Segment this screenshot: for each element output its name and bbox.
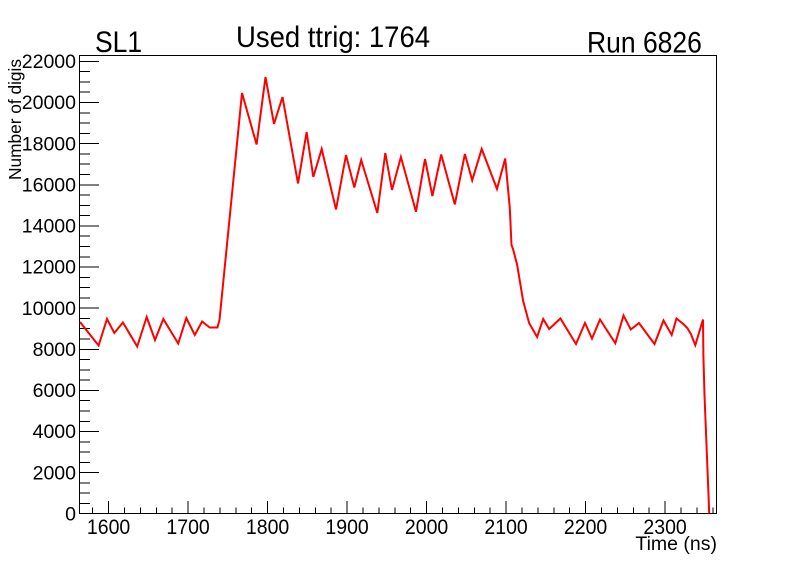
svg-text:Number of digis: Number of digis bbox=[5, 59, 25, 180]
svg-text:14000: 14000 bbox=[22, 216, 76, 238]
svg-text:2300: 2300 bbox=[643, 515, 686, 539]
svg-text:1900: 1900 bbox=[325, 515, 368, 539]
svg-text:1800: 1800 bbox=[246, 515, 289, 539]
svg-text:2100: 2100 bbox=[484, 515, 527, 539]
svg-text:20000: 20000 bbox=[22, 92, 76, 114]
svg-text:4000: 4000 bbox=[33, 421, 77, 443]
svg-text:18000: 18000 bbox=[22, 133, 76, 155]
svg-text:Run 6826: Run 6826 bbox=[587, 26, 702, 59]
svg-text:2200: 2200 bbox=[564, 515, 607, 539]
svg-text:16000: 16000 bbox=[22, 174, 76, 196]
svg-text:0: 0 bbox=[65, 503, 76, 525]
svg-text:8000: 8000 bbox=[33, 339, 77, 361]
svg-text:1700: 1700 bbox=[166, 515, 209, 539]
svg-text:10000: 10000 bbox=[22, 298, 76, 320]
svg-text:6000: 6000 bbox=[33, 380, 77, 402]
svg-text:Time (ns): Time (ns) bbox=[635, 533, 717, 555]
svg-text:1600: 1600 bbox=[87, 515, 130, 539]
svg-text:2000: 2000 bbox=[405, 515, 448, 539]
svg-text:Used ttrig: 1764: Used ttrig: 1764 bbox=[236, 21, 430, 54]
svg-text:SL1: SL1 bbox=[95, 25, 142, 58]
svg-text:2000: 2000 bbox=[33, 462, 77, 484]
svg-text:22000: 22000 bbox=[22, 51, 76, 73]
svg-text:12000: 12000 bbox=[22, 257, 76, 279]
